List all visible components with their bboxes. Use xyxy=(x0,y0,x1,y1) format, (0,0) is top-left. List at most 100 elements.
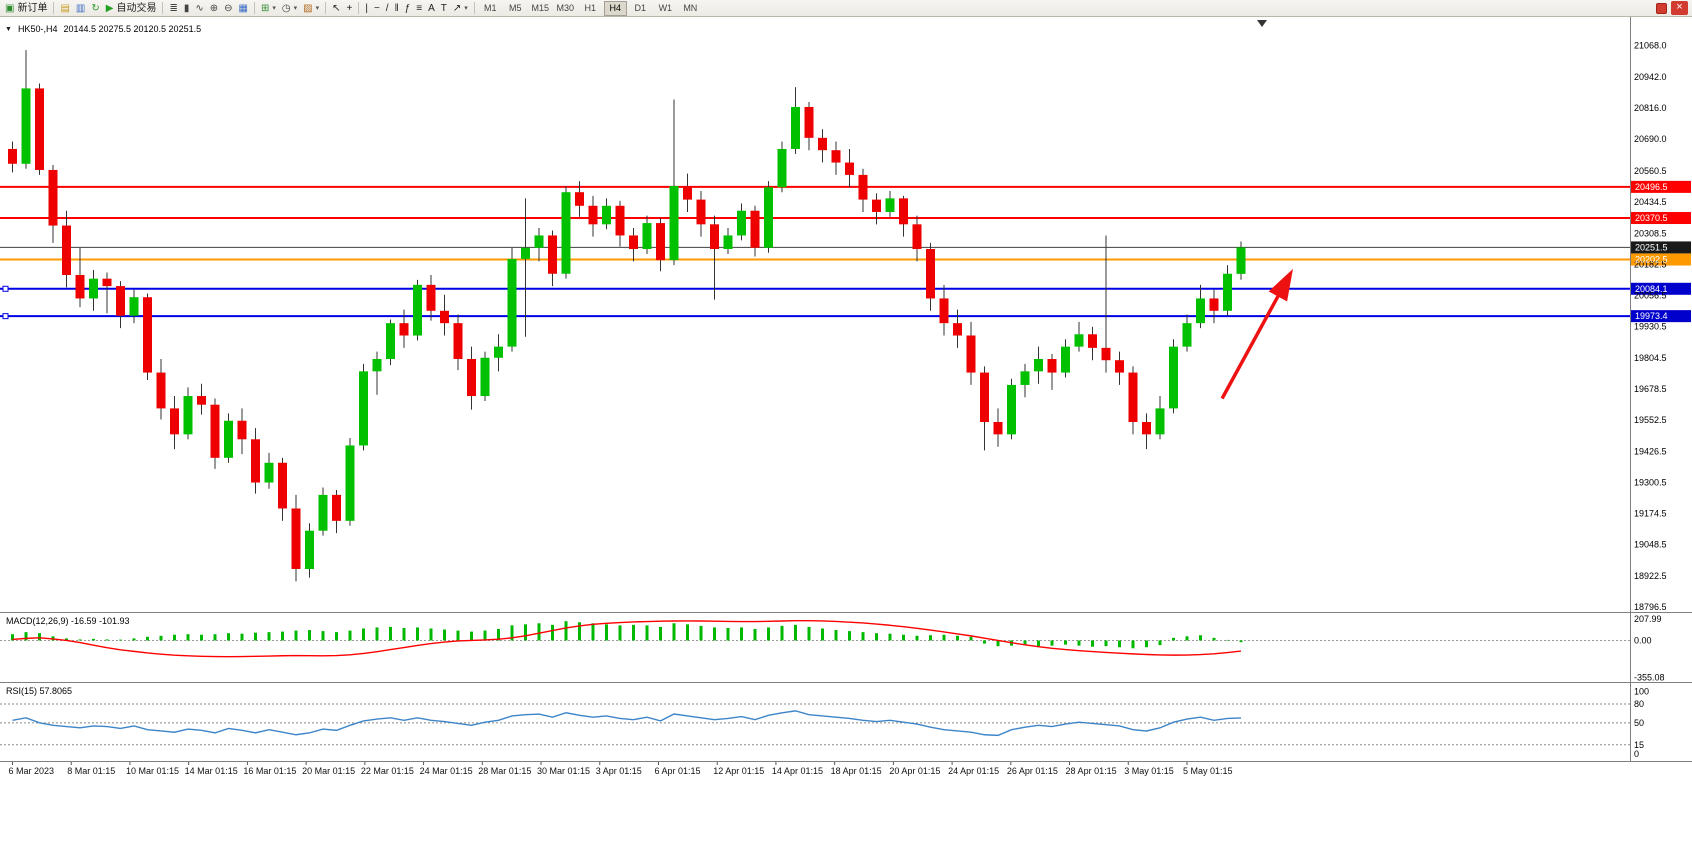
new-order-button[interactable]: ▣ 新订单 xyxy=(2,1,50,16)
toolbar: ▣ 新订单 ▤ ▥ ↻ ▶ 自动交易 ≣ ▮ ∿ ⊕ ⊖ ▦ ⊞ ▾ ◷ ▾ ▨ ▾ ↖ + | − / ‖ ƒ ≡ A T ↗ ▾ M1 M… xyxy=(0,0,1692,17)
svg-text:20 Mar 01:15: 20 Mar 01:15 xyxy=(302,766,355,776)
svg-text:80: 80 xyxy=(1634,699,1644,709)
channel-icon: ‖ xyxy=(394,2,399,14)
svg-text:19048.5: 19048.5 xyxy=(1634,540,1667,550)
toolbar-separator xyxy=(162,2,164,14)
auto-trading-button: ▶ xyxy=(105,2,114,14)
svg-text:15: 15 xyxy=(1634,740,1644,750)
timeframe-bar: M1 M5 M15 M30 H1 H4 D1 W1 MN xyxy=(478,0,703,16)
auto-trading-button-label: 自动交易 xyxy=(116,2,157,14)
svg-text:20056.5: 20056.5 xyxy=(1634,291,1667,301)
chart-collapse-icon[interactable]: ▼ xyxy=(5,25,12,33)
market-watch-icon: ▥ xyxy=(75,2,86,14)
timeframe-h4[interactable]: H4 xyxy=(603,0,627,16)
svg-text:20434.5: 20434.5 xyxy=(1634,197,1667,207)
candlestick-icon[interactable]: ▮ xyxy=(181,1,193,16)
channel-icon[interactable]: ‖ xyxy=(392,1,402,16)
svg-text:14 Mar 01:15: 14 Mar 01:15 xyxy=(185,766,238,776)
annotations-layer[interactable] xyxy=(2,20,1691,400)
trendline-icon[interactable]: / xyxy=(383,1,392,16)
svg-text:30 Mar 01:15: 30 Mar 01:15 xyxy=(537,766,590,776)
svg-text:20370.5: 20370.5 xyxy=(1635,213,1668,223)
vertical-line-icon[interactable]: | xyxy=(362,1,371,16)
tile-windows-icon[interactable]: ▦ xyxy=(236,1,251,16)
fibonacci-icon: ƒ xyxy=(404,2,411,14)
svg-text:8 Mar 01:15: 8 Mar 01:15 xyxy=(67,766,115,776)
period-icon-caret: ▾ xyxy=(293,5,298,12)
svg-text:0: 0 xyxy=(1634,749,1639,759)
crosshair-icon: + xyxy=(346,2,353,14)
fibonacci-icon[interactable]: ƒ xyxy=(402,1,414,16)
zoom-out-icon: ⊖ xyxy=(224,2,233,14)
alert-icon[interactable] xyxy=(1656,2,1667,14)
svg-text:19678.5: 19678.5 xyxy=(1634,384,1667,394)
svg-text:21068.0: 21068.0 xyxy=(1634,41,1667,51)
timeframe-h1[interactable]: H1 xyxy=(584,2,597,13)
svg-text:18796.5: 18796.5 xyxy=(1634,602,1667,612)
shapes-icon[interactable]: ≡ xyxy=(413,1,425,16)
svg-text:24 Apr 01:15: 24 Apr 01:15 xyxy=(948,766,999,776)
toolbar-separator xyxy=(53,2,55,14)
new-chart-icon[interactable]: ⊞ ▾ xyxy=(258,1,279,16)
template-icon: ▨ xyxy=(303,2,313,14)
template-icon-caret: ▾ xyxy=(315,5,320,12)
svg-text:20251.5: 20251.5 xyxy=(1635,242,1668,252)
crosshair-icon[interactable]: + xyxy=(344,1,356,16)
timeframe-d1[interactable]: D1 xyxy=(634,2,647,13)
toolbar-separator xyxy=(358,2,360,14)
bar-chart-icon: ≣ xyxy=(169,2,178,14)
tile-windows-icon: ▦ xyxy=(238,2,248,14)
zoom-in-icon[interactable]: ⊕ xyxy=(207,1,221,16)
candlestick-icon: ▮ xyxy=(183,2,190,14)
timeframe-m1[interactable]: M1 xyxy=(484,2,497,13)
shift-marker[interactable] xyxy=(1257,20,1267,27)
line-chart-icon[interactable]: ∿ xyxy=(192,1,206,16)
text-label-icon: T xyxy=(440,2,447,14)
template-icon[interactable]: ▨ ▾ xyxy=(300,1,322,16)
text-label-icon[interactable]: T xyxy=(438,1,450,16)
timeframe-mn[interactable]: MN xyxy=(683,2,698,13)
svg-text:24 Mar 01:15: 24 Mar 01:15 xyxy=(420,766,473,776)
charts-grid-icon[interactable]: ▤ xyxy=(57,1,72,16)
macd-label: MACD(12,26,9) -16.59 -101.93 xyxy=(6,616,130,626)
svg-text:19174.5: 19174.5 xyxy=(1634,509,1667,519)
text-icon[interactable]: A xyxy=(425,1,438,16)
new-order-button: ▣ xyxy=(5,2,15,14)
svg-text:19930.5: 19930.5 xyxy=(1634,322,1667,332)
timeframe-w1[interactable]: W1 xyxy=(658,2,673,13)
chart-symbol: HK50-,H4 xyxy=(17,24,58,34)
arrows-icon[interactable]: ↗ ▾ xyxy=(450,1,471,16)
timeframe-m15[interactable]: M15 xyxy=(531,2,550,13)
period-icon[interactable]: ◷ ▾ xyxy=(279,1,300,16)
svg-text:16 Mar 01:15: 16 Mar 01:15 xyxy=(243,766,296,776)
chart-header: ▼ HK50-,H4 20144.5 20275.5 20120.5 20251… xyxy=(5,24,201,34)
charts-grid-icon: ▤ xyxy=(60,2,70,14)
auto-trading-button[interactable]: ▶ 自动交易 xyxy=(103,1,160,16)
red-arrow-annotation[interactable] xyxy=(1220,268,1293,400)
refresh-icon[interactable]: ↻ xyxy=(88,1,102,16)
close-button[interactable]: × xyxy=(1671,1,1688,15)
cursor-icon: ↖ xyxy=(332,2,341,14)
timeframe-m5[interactable]: M5 xyxy=(509,2,522,13)
horizontal-line-icon[interactable]: − xyxy=(371,1,383,16)
bar-chart-icon[interactable]: ≣ xyxy=(166,1,180,16)
svg-text:19552.5: 19552.5 xyxy=(1634,415,1667,425)
svg-text:19973.4: 19973.4 xyxy=(1635,311,1668,321)
svg-text:0.00: 0.00 xyxy=(1634,635,1652,645)
svg-text:22 Mar 01:15: 22 Mar 01:15 xyxy=(361,766,414,776)
svg-text:207.99: 207.99 xyxy=(1634,614,1662,624)
time-axis xyxy=(12,762,1188,765)
market-watch-icon[interactable]: ▥ xyxy=(73,1,88,16)
svg-text:20816.0: 20816.0 xyxy=(1634,103,1667,113)
toolbar-items: ▣ 新订单 ▤ ▥ ↻ ▶ 自动交易 ≣ ▮ ∿ ⊕ ⊖ ▦ ⊞ ▾ ◷ ▾ ▨ ▾ ↖ + | − / ‖ ƒ ≡ A T ↗ ▾ xyxy=(2,0,478,16)
horizontal-lines-layer[interactable] xyxy=(0,185,1630,318)
svg-text:18 Apr 01:15: 18 Apr 01:15 xyxy=(831,766,882,776)
horizontal-line-icon: − xyxy=(373,2,380,14)
timeframe-m30[interactable]: M30 xyxy=(556,2,575,13)
rsi-label: RSI(15) 57.8065 xyxy=(6,686,73,696)
toolbar-right: × xyxy=(1656,0,1690,16)
cursor-icon[interactable]: ↖ xyxy=(329,1,343,16)
zoom-out-icon[interactable]: ⊖ xyxy=(221,1,235,16)
svg-text:12 Apr 01:15: 12 Apr 01:15 xyxy=(713,766,764,776)
